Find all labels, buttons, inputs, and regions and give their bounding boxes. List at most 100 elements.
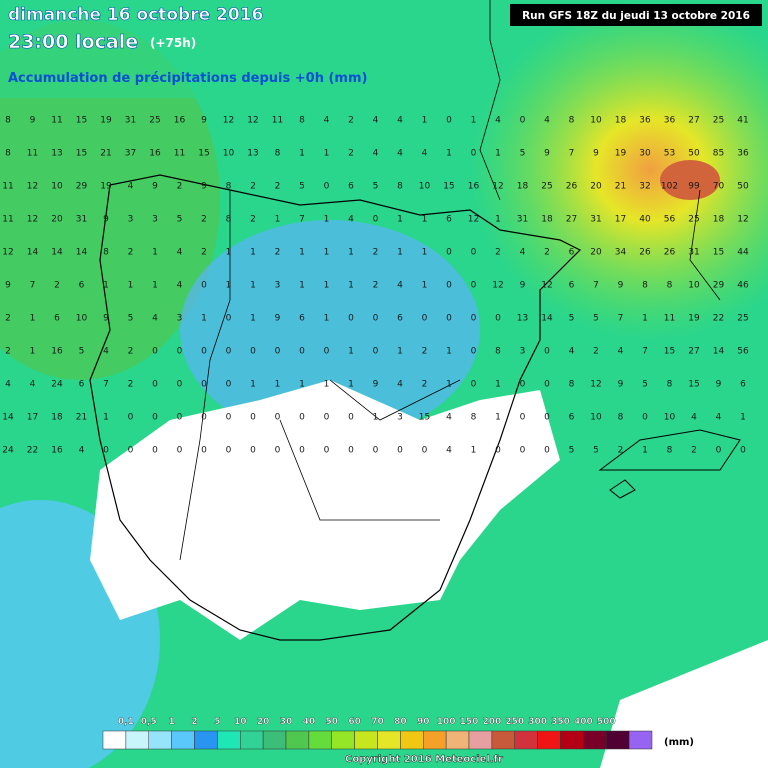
grid-value: 16 (174, 116, 186, 126)
legend-label: 5 (214, 717, 220, 727)
grid-value: 0 (250, 413, 256, 423)
grid-value: 1 (471, 446, 477, 456)
grid-value: 4 (128, 182, 134, 192)
grid-value: 0 (152, 446, 158, 456)
legend-label: 10 (234, 717, 247, 727)
legend-label: 60 (348, 717, 361, 727)
grid-value: 20 (590, 248, 602, 258)
grid-value: 6 (446, 215, 452, 225)
grid-value: 5 (79, 347, 85, 357)
legend-label: 30 (280, 717, 293, 727)
grid-value: 1 (324, 215, 330, 225)
grid-value: 1 (30, 347, 36, 357)
legend-swatch (514, 730, 538, 750)
grid-value: 8 (495, 347, 501, 357)
grid-value: 10 (51, 182, 63, 192)
grid-value: 4 (569, 347, 575, 357)
grid-value: 2 (128, 347, 134, 357)
grid-value: 15 (713, 248, 724, 258)
grid-value: 7 (569, 149, 575, 159)
legend-label: 250 (505, 717, 524, 727)
value-grid: 8 9 11 15 19 31 25 16 9 12 12 11 8 4 2 4 4 1 0 1 4 0 4 8 10 18 36 3… (2, 116, 749, 456)
grid-value: 8 (226, 215, 232, 225)
grid-value: 5 (373, 182, 379, 192)
grid-value: 2 (250, 182, 256, 192)
legend-label: 200 (482, 717, 501, 727)
grid-value: 0 (446, 314, 452, 324)
grid-value: 2 (373, 248, 379, 258)
grid-value: 44 (737, 248, 749, 258)
grid-value: 5 (128, 314, 134, 324)
legend-swatch (583, 730, 607, 750)
grid-value: 0 (642, 413, 648, 423)
grid-value: 6 (299, 314, 305, 324)
grid-value: 2 (201, 215, 207, 225)
grid-value: 5 (642, 380, 648, 390)
grid-value: 29 (713, 281, 725, 291)
grid-value: 1 (324, 314, 330, 324)
grid-value: 0 (299, 347, 305, 357)
grid-value: 3 (177, 314, 183, 324)
grid-value: 0 (299, 413, 305, 423)
grid-value: 14 (27, 248, 39, 258)
shade (180, 220, 480, 440)
grid-value: 1 (250, 380, 256, 390)
grid-value: 0 (201, 281, 207, 291)
grid-value: 8 (5, 149, 11, 159)
grid-value: 4 (520, 248, 526, 258)
grid-value: 0 (226, 380, 232, 390)
grid-value: 56 (737, 347, 749, 357)
grid-value: 26 (664, 248, 676, 258)
grid-value: 6 (397, 314, 403, 324)
grid-value: 4 (177, 248, 183, 258)
grid-value: 32 (639, 182, 650, 192)
grid-value: 2 (348, 116, 354, 126)
legend-label: 50 (325, 717, 338, 727)
grid-value: 9 (275, 314, 281, 324)
grid-value: 9 (152, 182, 158, 192)
grid-value: 25 (737, 314, 748, 324)
grid-value: 102 (661, 182, 678, 192)
grid-value: 2 (177, 182, 183, 192)
grid-value: 0 (471, 149, 477, 159)
grid-value: 16 (149, 149, 161, 159)
grid-value: 5 (299, 182, 305, 192)
grid-value: 14 (51, 248, 63, 258)
grid-value: 1 (324, 149, 330, 159)
legend-label: 20 (257, 717, 270, 727)
grid-value: 10 (688, 281, 700, 291)
grid-value: 11 (27, 149, 38, 159)
grid-value: 18 (517, 182, 529, 192)
date: dimanche 16 octobre 2016 (8, 5, 263, 25)
grid-value: 0 (226, 446, 232, 456)
grid-value: 8 (569, 116, 575, 126)
grid-value: 2 (250, 215, 256, 225)
grid-value: 17 (615, 215, 626, 225)
grid-value: 2 (373, 281, 379, 291)
grid-value: 9 (103, 215, 109, 225)
grid-value: 8 (618, 413, 624, 423)
grid-value: 0 (373, 446, 379, 456)
grid-value: 5 (593, 314, 599, 324)
grid-value: 25 (541, 182, 552, 192)
grid-value: 1 (422, 248, 428, 258)
grid-value: 4 (422, 149, 428, 159)
legend-swatch (537, 730, 561, 750)
grid-value: 0 (446, 281, 452, 291)
grid-value: 0 (422, 314, 428, 324)
grid-value: 4 (446, 446, 452, 456)
legend-swatch (171, 730, 195, 750)
grid-value: 1 (103, 281, 109, 291)
grid-value: 0 (348, 446, 354, 456)
grid-value: 12 (590, 380, 601, 390)
grid-value: 12 (492, 182, 503, 192)
grid-value: 3 (275, 281, 281, 291)
grid-value: 99 (688, 182, 700, 192)
grid-value: 12 (737, 215, 748, 225)
grid-value: 9 (201, 116, 207, 126)
grid-value: 6 (54, 314, 60, 324)
grid-value: 1 (152, 281, 158, 291)
grid-value: 1 (740, 413, 746, 423)
legend-swatch (262, 730, 287, 750)
grid-value: 4 (691, 413, 697, 423)
